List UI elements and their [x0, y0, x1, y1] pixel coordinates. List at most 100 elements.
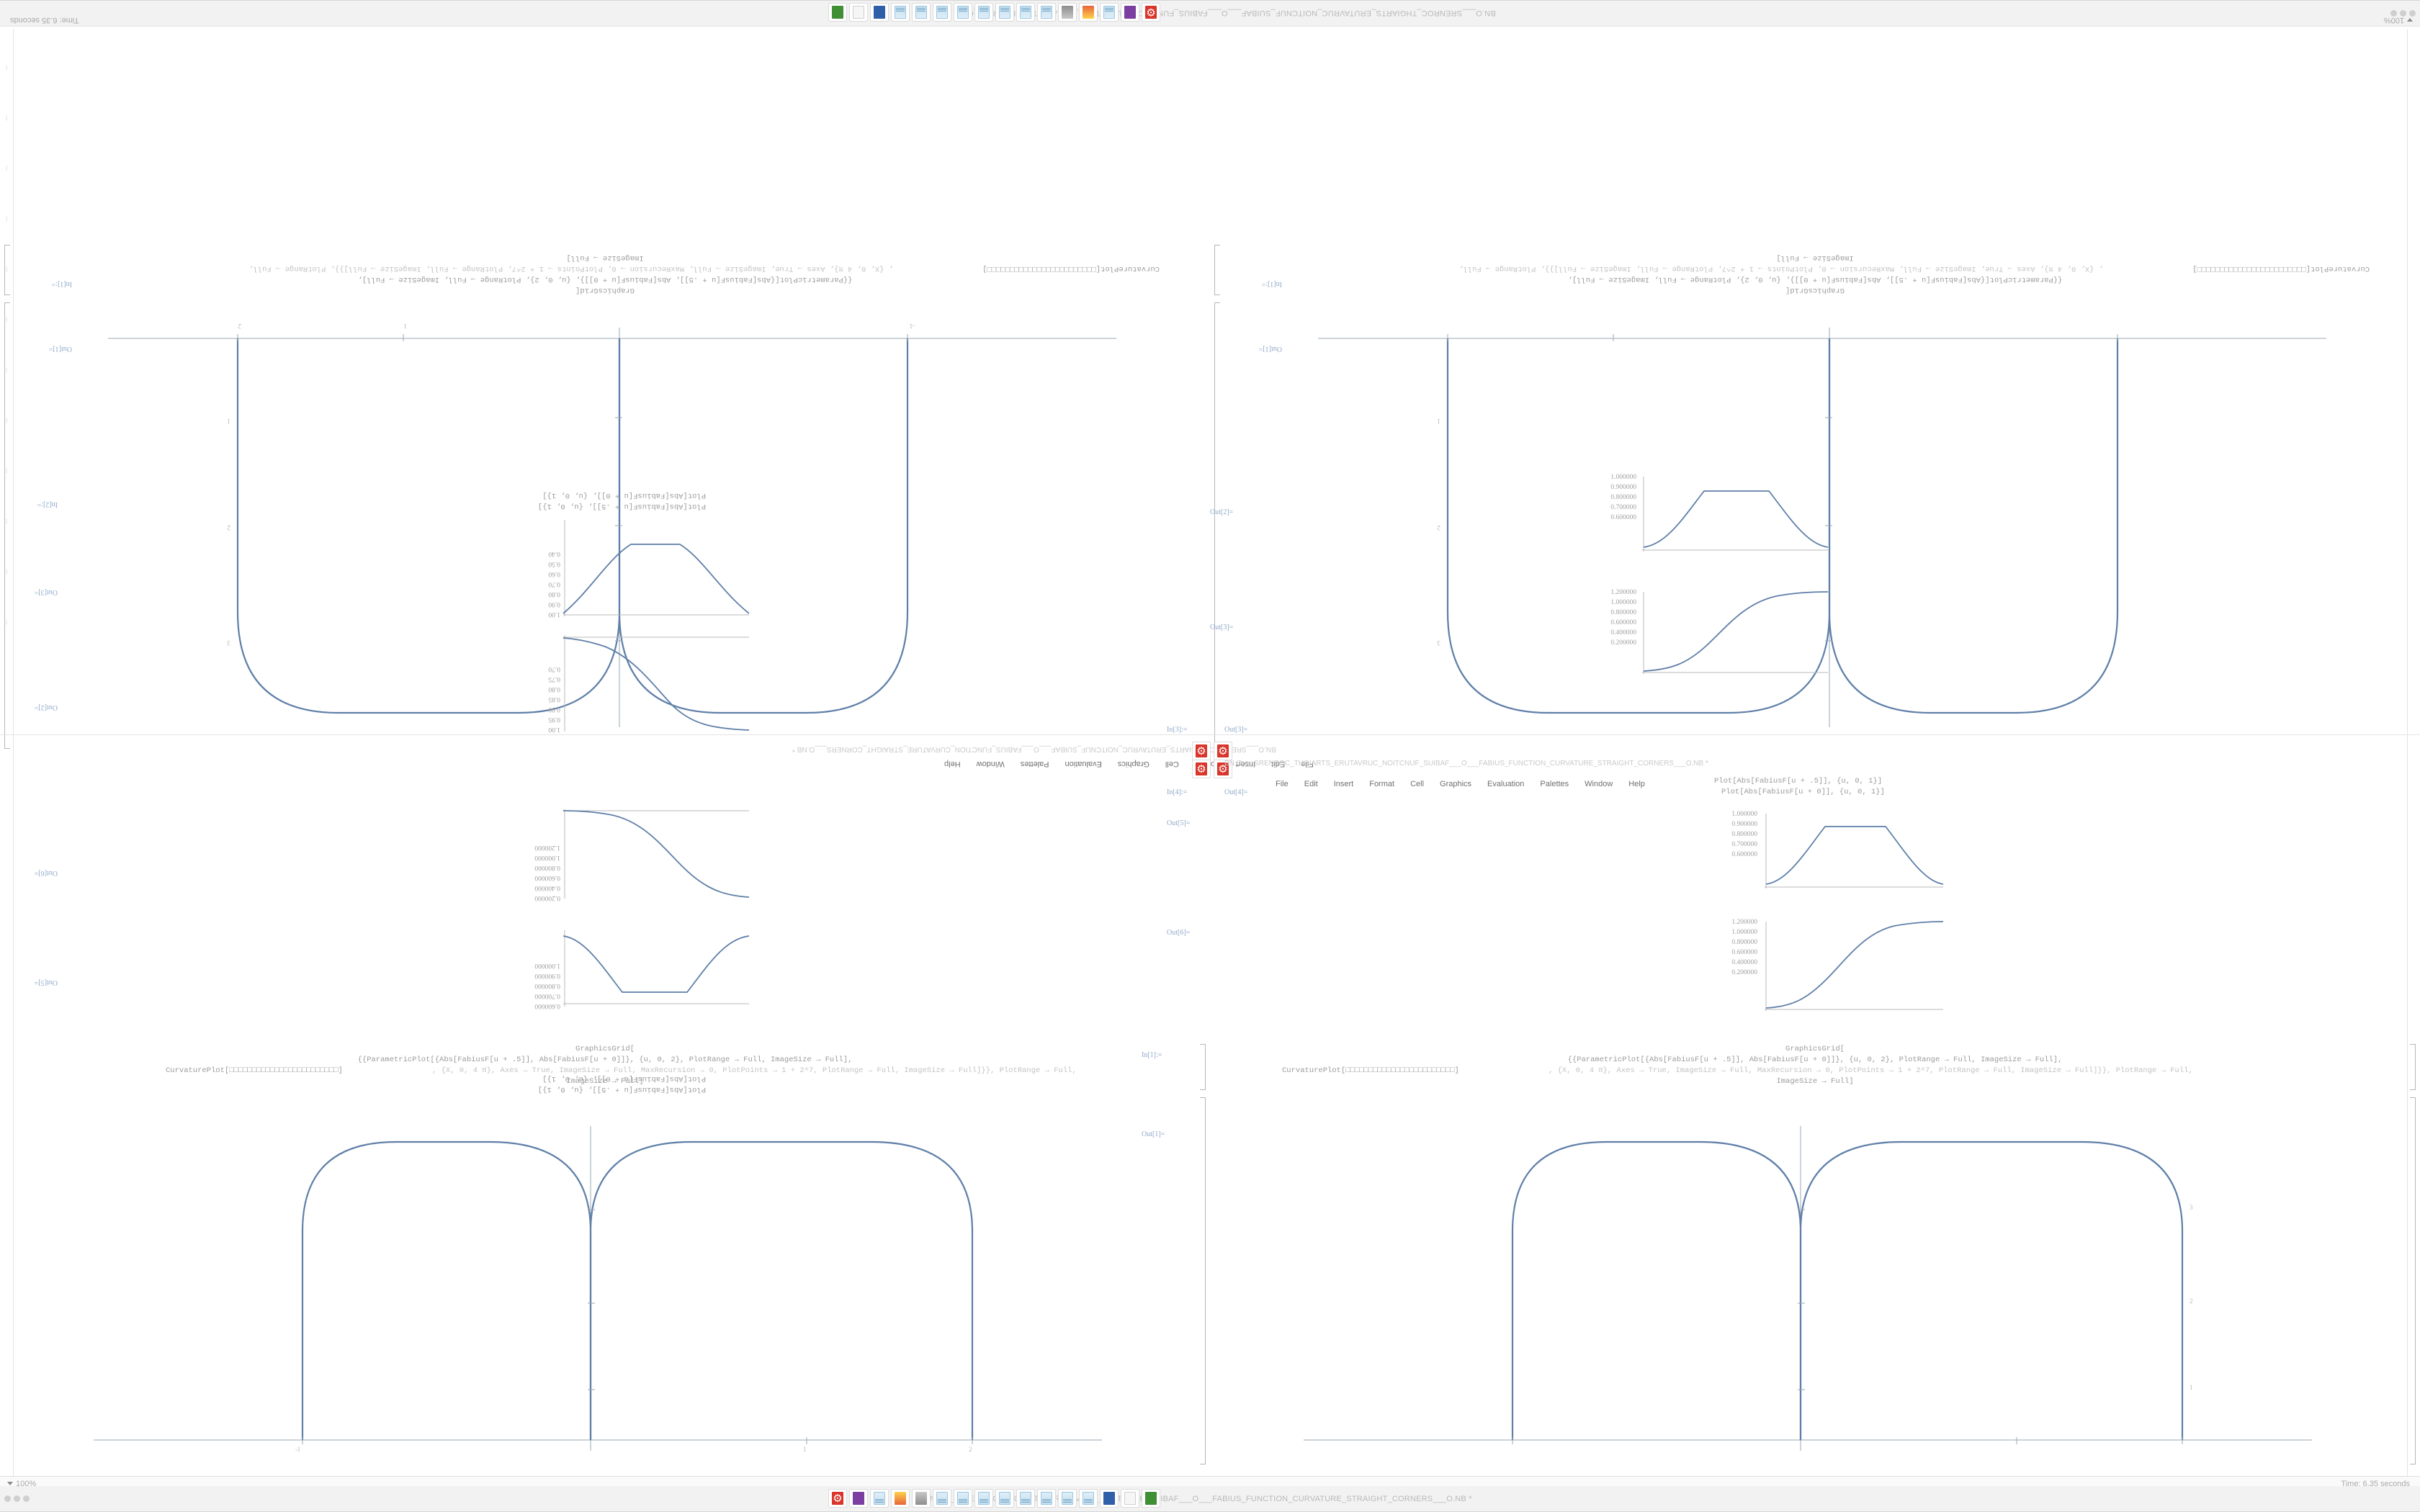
close-button[interactable] [4, 1495, 11, 1502]
globe-icon[interactable] [849, 1489, 868, 1508]
out-label-3: Out[3]= [34, 588, 58, 596]
parametric-rounded-square-plot-a: -1 1 2 1 2 3 [101, 310, 1124, 742]
out-label-2: Out[2]= [34, 703, 58, 711]
palette-icon[interactable] [891, 1489, 910, 1508]
code-plot-abs-half[interactable]: Plot[Abs[FabiusF[u + .5]], {u, 0, 1}] [1714, 777, 1883, 786]
cell-bracket[interactable] [1214, 245, 1220, 295]
code-graphicsgrid-line1[interactable]: {{ParametricPlot[{Abs[FabiusF[u + .5]], … [1567, 275, 2063, 284]
menu-item-cell[interactable]: Cell [1410, 780, 1425, 788]
y-tick-label: 1 [2190, 1384, 2193, 1391]
gear-icon[interactable] [1192, 760, 1211, 778]
maximize-button[interactable] [23, 1495, 30, 1502]
code-graphicsgrid-line1[interactable]: {{ParametricPlot[{Abs[FabiusF[u + .5]], … [1567, 1056, 2063, 1064]
notebook-pane-top-left: -1 1 2 1 2 3 Out[1]= GraphicsGrid[ {{Par… [0, 29, 1210, 756]
divider [0, 734, 2420, 735]
cell-bracket[interactable] [1200, 1097, 1206, 1464]
minimize-button[interactable] [14, 1495, 20, 1502]
code-graphicsgrid-line1[interactable]: {{ParametricPlot[{Abs[FabiusF[u + .5]], … [357, 275, 853, 284]
notebook-icon[interactable] [1037, 1489, 1056, 1508]
menu-item-insert[interactable]: Insert [1333, 780, 1354, 788]
window-titlebar: BN.O___SRENROC_THGIARTS_ERUTAVRUC_NOITCN… [0, 1486, 2420, 1512]
printer-icon[interactable] [1121, 1489, 1139, 1508]
code-graphicsgrid-line1[interactable]: {{ParametricPlot[{Abs[FabiusF[u + .5]], … [357, 1056, 853, 1064]
monitor-icon[interactable] [912, 1489, 931, 1508]
notebook-icon[interactable] [974, 1489, 993, 1508]
notebook-icon[interactable] [1016, 1489, 1035, 1508]
out-label-1: Out[1]= [1142, 1130, 1165, 1138]
statusbar-mirrored: 100% Time: 6.35 seconds [0, 13, 2420, 27]
gear-icon[interactable] [1214, 760, 1232, 778]
out-label-4: Out[4]= [1224, 788, 1248, 796]
chevron-down-icon[interactable] [2407, 18, 2413, 22]
code-graphicsgrid-line2b[interactable]: , {X, 0, 4 π}, Axes → True, ImageSize → … [248, 264, 893, 273]
code-graphicsgrid-line3[interactable]: ImageSize → Full] [1776, 253, 1854, 262]
x-tick-label: -1 [910, 323, 915, 330]
cell-bracket-group[interactable] [2404, 1044, 2416, 1469]
calculator-icon[interactable] [1100, 1489, 1119, 1508]
menu-item-file[interactable]: File [1276, 780, 1289, 788]
code-graphicsgrid-line2b[interactable]: , {X, 0, 4 π}, Axes → True, ImageSize → … [1458, 264, 2103, 273]
in-label-1: In[1]:= [1261, 280, 1282, 288]
code-graphicsgrid-line3[interactable]: ImageSize → Full] [566, 253, 644, 262]
menubar[interactable]: File Edit Insert Format Cell Graphics Ev… [1268, 776, 1653, 792]
x-tick-label: 1 [803, 1446, 807, 1453]
gear-icon[interactable] [1214, 742, 1232, 760]
code-plot-abs-zero[interactable]: Plot[Abs[FabiusF[u + 0]], {u, 0, 1}] [1721, 788, 1885, 796]
code-graphicsgrid-line2b[interactable]: , {X, 0, 4 π}, Axes → True, ImageSize → … [432, 1066, 1077, 1075]
zoom-control-mirrored[interactable]: 100% [2384, 16, 2420, 24]
y-axis-labels: 0.600000 0.700000 0.800000 0.900000 1.00… [534, 962, 560, 1009]
cell-bracket[interactable] [2410, 1097, 2416, 1464]
code-curvatureplot[interactable]: CurvaturePlot[□□□□□□□□□□□□□□□□□□□□□□□□] [166, 1066, 343, 1075]
menu-item-window[interactable]: Window [1585, 780, 1613, 788]
window-controls[interactable] [0, 1495, 34, 1502]
in-label-1: In[1]:= [51, 280, 72, 288]
cell-bracket[interactable] [2410, 1044, 2416, 1090]
notebook-tab-icons-mirrored[interactable] [1192, 742, 1232, 760]
small-plots-pane-right-upper: 1.000000 0.900000 0.800000 0.700000 0.60… [1210, 474, 2420, 763]
notebook-icon[interactable] [1079, 1489, 1098, 1508]
out-label-1: Out[1]= [48, 345, 72, 353]
notebook-icon[interactable] [1058, 1489, 1077, 1508]
plot-canvas [1642, 477, 1829, 552]
code-plot-abs-zero[interactable]: Plot[Abs[FabiusF[u + 0]], {u, 0, 1}] [542, 491, 706, 500]
code-graphicsgrid-line3[interactable]: ImageSize → Full] [1776, 1077, 1854, 1086]
code-graphicsgrid-head[interactable]: GraphicsGrid[ [575, 1045, 635, 1053]
y-tick-label: 3 [2190, 1204, 2193, 1211]
plot-canvas [563, 635, 749, 732]
notebook-icon[interactable] [870, 1489, 889, 1508]
notebook-icon[interactable] [933, 1489, 951, 1508]
code-graphicsgrid-line2b[interactable]: , {X, 0, 4 π}, Axes → True, ImageSize → … [1549, 1066, 2193, 1075]
toolbar-iconstrip[interactable] [828, 1489, 1160, 1508]
gear-icon[interactable] [828, 1489, 847, 1508]
notebook-tab-icons[interactable] [1192, 760, 1232, 778]
cell-bracket[interactable] [1214, 302, 1220, 749]
code-curvatureplot[interactable]: CurvaturePlot[□□□□□□□□□□□□□□□□□□□□□□□□] [1282, 1066, 1459, 1075]
code-graphicsgrid-head[interactable]: GraphicsGrid[ [1785, 1045, 1845, 1053]
code-graphicsgrid-head[interactable]: GraphicsGrid[ [1785, 286, 1845, 294]
gear-icon[interactable] [1192, 742, 1211, 760]
notebook-icon[interactable] [995, 1489, 1014, 1508]
notebook-pane-bottom-left: GraphicsGrid[ {{ParametricPlot[{Abs[Fabi… [0, 1044, 1210, 1483]
y-tick-label: 1 [227, 418, 230, 425]
x-tick-label: 2 [969, 1446, 972, 1453]
cell-bracket[interactable] [1200, 1044, 1206, 1090]
menu-item-edit[interactable]: Edit [1304, 780, 1318, 788]
chevron-down-icon[interactable] [7, 1482, 13, 1485]
y-tick-label: 2 [2190, 1297, 2193, 1305]
menu-item-evaluation[interactable]: Evaluation [1487, 780, 1525, 788]
code-plot-abs-half[interactable]: Plot[Abs[FabiusF[u + .5]], {u, 0, 1}] [537, 502, 706, 510]
menu-item-palettes[interactable]: Palettes [1540, 780, 1569, 788]
menu-item-format[interactable]: Format [1369, 780, 1395, 788]
code-curvatureplot[interactable]: CurvaturePlot[□□□□□□□□□□□□□□□□□□□□□□□□] [982, 264, 1160, 273]
cell-bracket-group[interactable] [1214, 245, 1226, 749]
code-curvatureplot[interactable]: CurvaturePlot[□□□□□□□□□□□□□□□□□□□□□□□□] [2192, 264, 2370, 273]
zoom-control[interactable]: 100% [0, 1480, 36, 1488]
menu-item-graphics[interactable]: Graphics [1440, 780, 1472, 788]
menu-item-help[interactable]: Help [1628, 780, 1645, 788]
terminal-icon[interactable] [1142, 1489, 1160, 1508]
code-graphicsgrid-head[interactable]: GraphicsGrid[ [575, 286, 635, 294]
out-label-1: Out[1]= [1258, 345, 1282, 353]
cell-bracket-group[interactable] [1194, 1044, 1206, 1469]
notebook-icon[interactable] [954, 1489, 972, 1508]
code-graphicsgrid-line3[interactable]: ImageSize → Full] [566, 1077, 644, 1086]
